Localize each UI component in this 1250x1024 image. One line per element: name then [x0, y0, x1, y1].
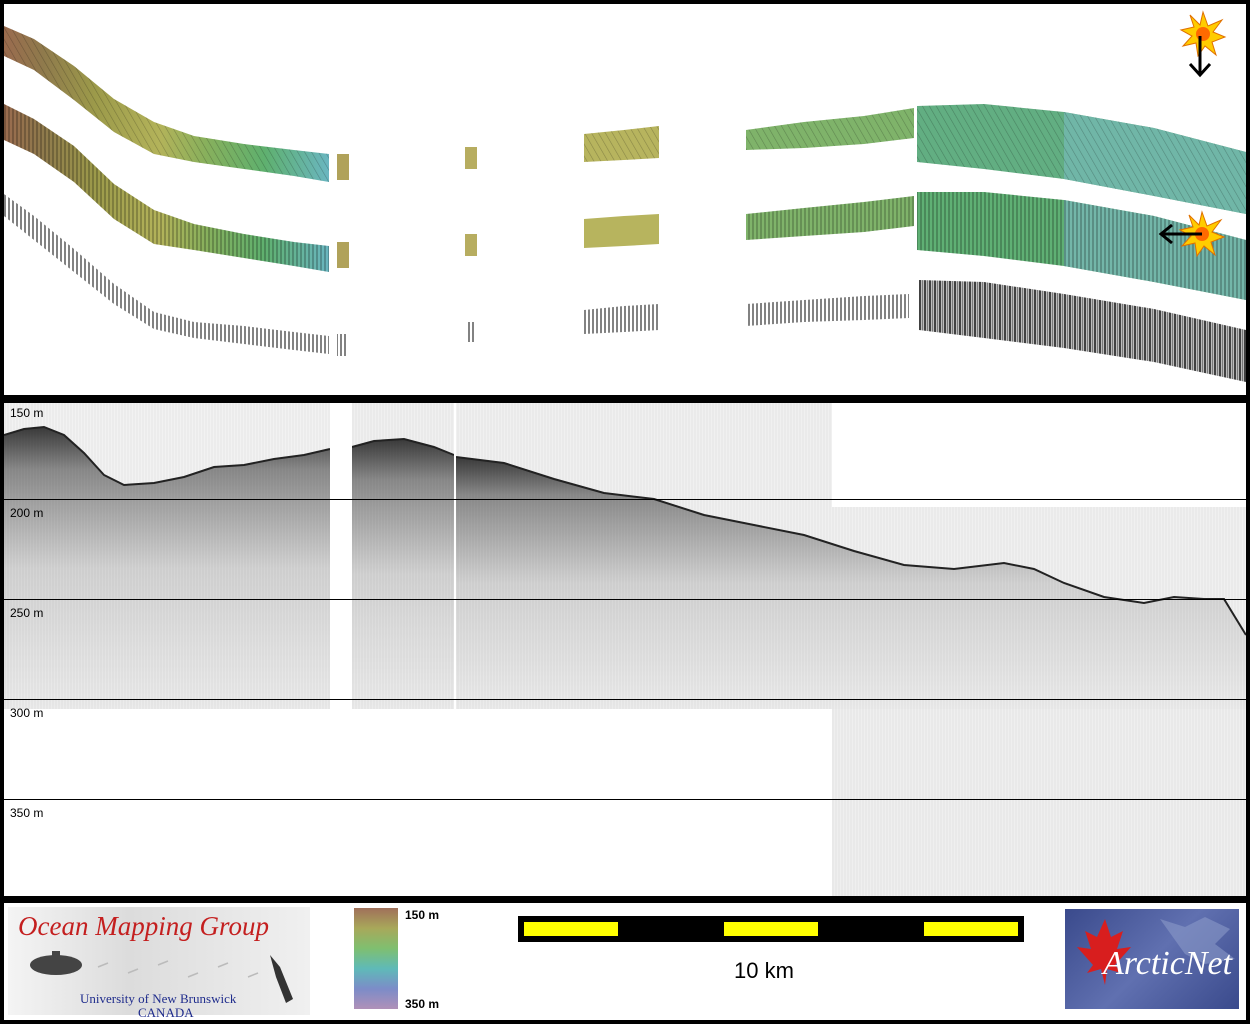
scale-bar	[518, 916, 1024, 942]
colored-depth-strip	[4, 104, 1246, 300]
colorbar-top-label: 150 m	[405, 908, 440, 922]
omg-university: University of New Brunswick	[80, 991, 237, 1006]
omg-logo: Ocean Mapping Group University of New Br…	[8, 907, 310, 1020]
omg-country: CANADA	[138, 1005, 194, 1020]
backscatter-strip	[4, 194, 1246, 382]
swath-strips	[4, 10, 1246, 382]
depth-colorbar	[354, 908, 398, 1009]
depth-label-150: 150 m	[10, 406, 44, 420]
scale-bar-segment	[924, 922, 1018, 936]
omg-logo-graphic	[30, 951, 293, 1003]
profile-image	[4, 403, 1246, 896]
depth-gridline	[4, 599, 1246, 600]
depth-label-200: 200 m	[10, 506, 44, 520]
depth-label-350: 350 m	[10, 806, 44, 820]
omg-title: Ocean Mapping Group	[18, 911, 269, 941]
scale-bar-label: 10 km	[734, 958, 794, 983]
scale-bar-segment	[524, 922, 618, 936]
sun-light-source-icon	[1179, 10, 1227, 58]
depth-gridline	[4, 799, 1246, 800]
depth-label-250: 250 m	[10, 606, 44, 620]
depth-gridline	[4, 499, 1246, 500]
maple-leaf-icon	[1077, 917, 1235, 985]
colorbar-bottom-label: 350 m	[405, 997, 440, 1011]
shaded-relief-strip	[4, 26, 1246, 214]
arcticnet-logo: ArcticNet	[1065, 909, 1239, 1009]
arcticnet-wordmark: ArcticNet	[1103, 945, 1233, 982]
depth-gridline	[4, 699, 1246, 700]
subbottom-profile-panel: 150 m 200 m 250 m 300 m 350 m	[4, 403, 1246, 896]
footer-legend: Ocean Mapping Group University of New Br…	[4, 903, 1246, 1020]
down-arrow-icon	[1188, 36, 1212, 78]
left-arrow-icon	[1158, 223, 1202, 245]
depth-label-300: 300 m	[10, 706, 44, 720]
scale-bar-segment	[724, 922, 818, 936]
swath-image-panel	[4, 4, 1246, 395]
